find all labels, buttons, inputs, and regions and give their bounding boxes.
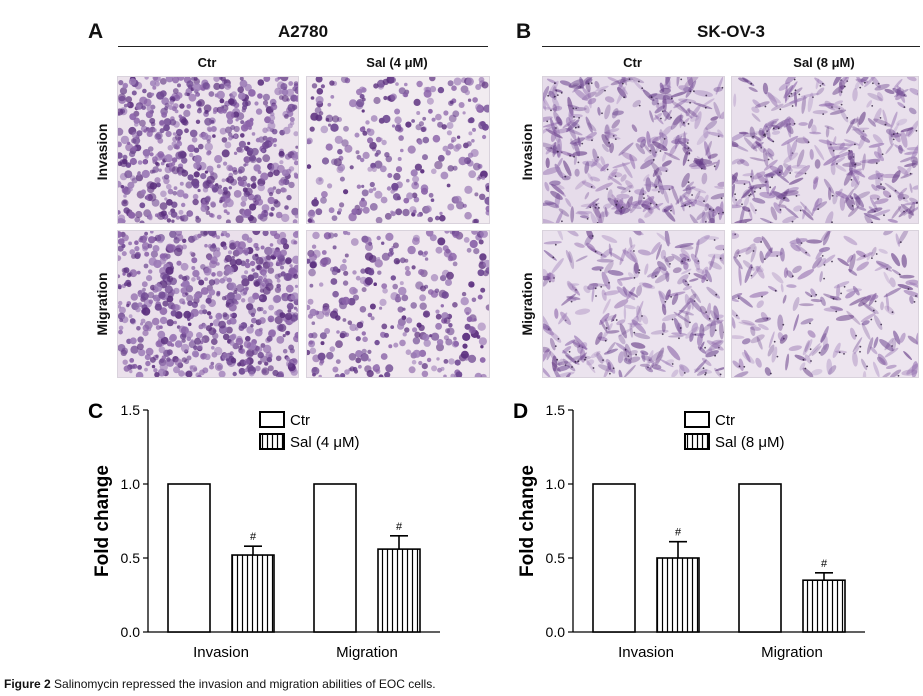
- legend-swatch: [259, 411, 285, 428]
- y-axis-label: Fold change: [92, 465, 113, 577]
- y-axis-label: Fold change: [517, 465, 538, 577]
- significance-mark: #: [396, 521, 403, 533]
- panel-a-letter: A: [88, 20, 104, 43]
- x-tick-label: Invasion: [618, 644, 674, 661]
- micrograph-skov3-migration-sal: [731, 230, 919, 378]
- bar-0-0: [167, 483, 211, 633]
- micrograph-a2780-migration-ctr: [117, 230, 299, 378]
- figure-caption-text: Salinomycin repressed the invasion and m…: [50, 677, 436, 691]
- legend-swatch: [684, 411, 710, 428]
- panel-a-cell-line: A2780: [277, 22, 329, 41]
- panel-b-letter: B: [516, 20, 532, 43]
- y-tick-label: 0.0: [546, 624, 566, 640]
- legend-swatch: [259, 433, 285, 450]
- legend-label: Ctr: [715, 412, 735, 429]
- y-tick-label: 1.0: [121, 476, 141, 492]
- panel-b-rule: [542, 46, 920, 47]
- panel-b-row-migration: Migration: [519, 272, 535, 336]
- bar-0-1: [738, 483, 782, 633]
- y-tick-label: 1.0: [546, 476, 566, 492]
- micrograph-skov3-migration-ctr: [542, 230, 725, 378]
- significance-mark: #: [821, 558, 828, 570]
- y-tick-label: 1.5: [121, 402, 141, 418]
- micrograph-skov3-invasion-ctr: [542, 76, 725, 224]
- micrograph-a2780-invasion-ctr: [117, 76, 299, 224]
- x-tick-label: Invasion: [193, 644, 249, 661]
- legend-swatch: [684, 433, 710, 450]
- panel-a-row-migration: Migration: [94, 272, 110, 336]
- micrograph-a2780-migration-sal: [306, 230, 490, 378]
- y-tick-label: 0.0: [121, 624, 141, 640]
- bar-1-1: [802, 579, 846, 633]
- x-tick-label: Migration: [336, 644, 398, 661]
- figure-caption: Figure 2 Salinomycin repressed the invas…: [4, 677, 436, 691]
- bar-0-1: [313, 483, 357, 633]
- legend-label: Sal (4 μM): [290, 434, 360, 451]
- panel-letter: C: [88, 400, 103, 423]
- micrograph-a2780-invasion-sal: [306, 76, 490, 224]
- panel-b-row-invasion: Invasion: [519, 123, 535, 181]
- x-tick-label: Migration: [761, 644, 823, 661]
- bar-0-0: [592, 483, 636, 633]
- figure-caption-label: Figure 2: [4, 677, 51, 691]
- chart-c: C 0.0 0.5 1.0 1.5 Fold change # Invasion # Migrat…: [88, 400, 440, 661]
- significance-mark: #: [250, 531, 257, 543]
- legend-label: Sal (8 μM): [715, 434, 785, 451]
- panel-a-col-sal: Sal (4 μM): [366, 55, 428, 70]
- y-tick-label: 0.5: [546, 550, 566, 566]
- significance-mark: #: [675, 527, 682, 539]
- panel-a-row-invasion: Invasion: [94, 123, 110, 181]
- bar-1-0: [656, 557, 700, 633]
- panel-letter: D: [513, 400, 528, 423]
- y-tick-label: 1.5: [546, 402, 566, 418]
- panel-b-cell-line: SK-OV-3: [696, 22, 766, 41]
- panel-b-col-ctr: Ctr: [623, 55, 642, 70]
- micrograph-skov3-invasion-sal: [731, 76, 919, 224]
- legend-label: Ctr: [290, 412, 310, 429]
- panel-a-col-ctr: Ctr: [197, 55, 217, 70]
- bar-1-0: [231, 554, 275, 633]
- panel-b-col-sal: Sal (8 μM): [793, 55, 855, 70]
- y-tick-label: 0.5: [121, 550, 141, 566]
- panel-a-rule: [118, 46, 488, 47]
- chart-d: D 0.0 0.5 1.0 1.5 Fold change # Invasion # Migrat…: [513, 400, 865, 661]
- bar-1-1: [377, 548, 421, 633]
